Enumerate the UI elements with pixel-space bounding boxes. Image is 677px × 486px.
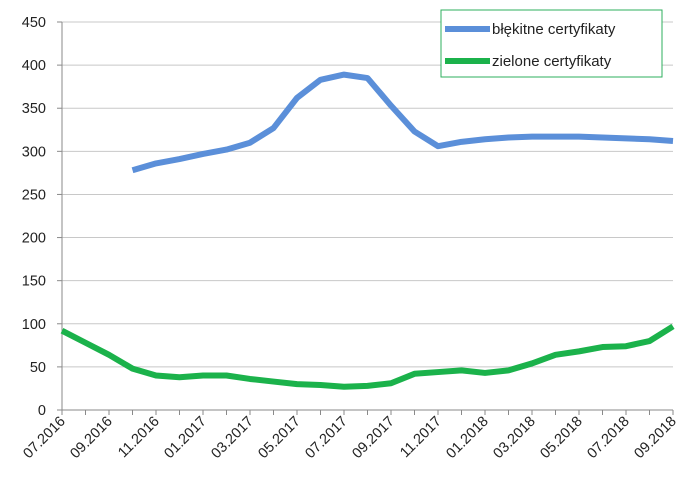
y-tick-label: 100 xyxy=(22,317,46,333)
x-tick-label: 09.2018 xyxy=(631,414,677,462)
x-tick-label: 07.2018 xyxy=(584,414,632,462)
legend-label-green: zielone certyfikaty xyxy=(492,53,612,70)
x-tick-label: 03.2017 xyxy=(208,414,256,462)
y-tick-label: 400 xyxy=(22,58,46,74)
y-tick-label: 200 xyxy=(22,231,46,247)
x-tick-label: 11.2017 xyxy=(397,414,445,462)
legend: błękitne certyfikaty zielone certyfikaty xyxy=(440,9,663,78)
grid-lines xyxy=(62,21,673,368)
legend-label-blue: błękitne certyfikaty xyxy=(492,21,616,38)
y-tick-label: 300 xyxy=(22,144,46,160)
x-tick-label: 01.2018 xyxy=(443,414,491,462)
x-tick-label: 09.2016 xyxy=(67,414,115,462)
y-tick-label: 50 xyxy=(30,360,46,376)
x-tick-label: 07.2016 xyxy=(20,414,68,462)
series-line-1 xyxy=(60,323,675,390)
y-tick-label: 350 xyxy=(22,101,46,117)
series-line-0 xyxy=(131,71,674,174)
x-tick-label: 01.2017 xyxy=(161,414,209,462)
y-tick-label: 250 xyxy=(22,187,46,203)
x-tick-label: 11.2016 xyxy=(115,414,163,462)
x-tick-label: 07.2017 xyxy=(302,414,350,462)
y-axis-ticks: 0 50 100 150 200 250 300 350 400 450 xyxy=(22,15,62,419)
x-tick-label: 03.2018 xyxy=(490,414,538,462)
y-tick-label: 0 xyxy=(38,403,46,419)
x-tick-label: 05.2018 xyxy=(537,414,585,462)
y-tick-label: 450 xyxy=(22,15,46,31)
legend-box xyxy=(440,9,663,78)
x-tick-label: 09.2017 xyxy=(349,414,397,462)
plot-area xyxy=(62,22,673,410)
x-tick-label: 05.2017 xyxy=(255,414,303,462)
series-layer xyxy=(60,71,675,390)
y-tick-label: 150 xyxy=(22,274,46,290)
